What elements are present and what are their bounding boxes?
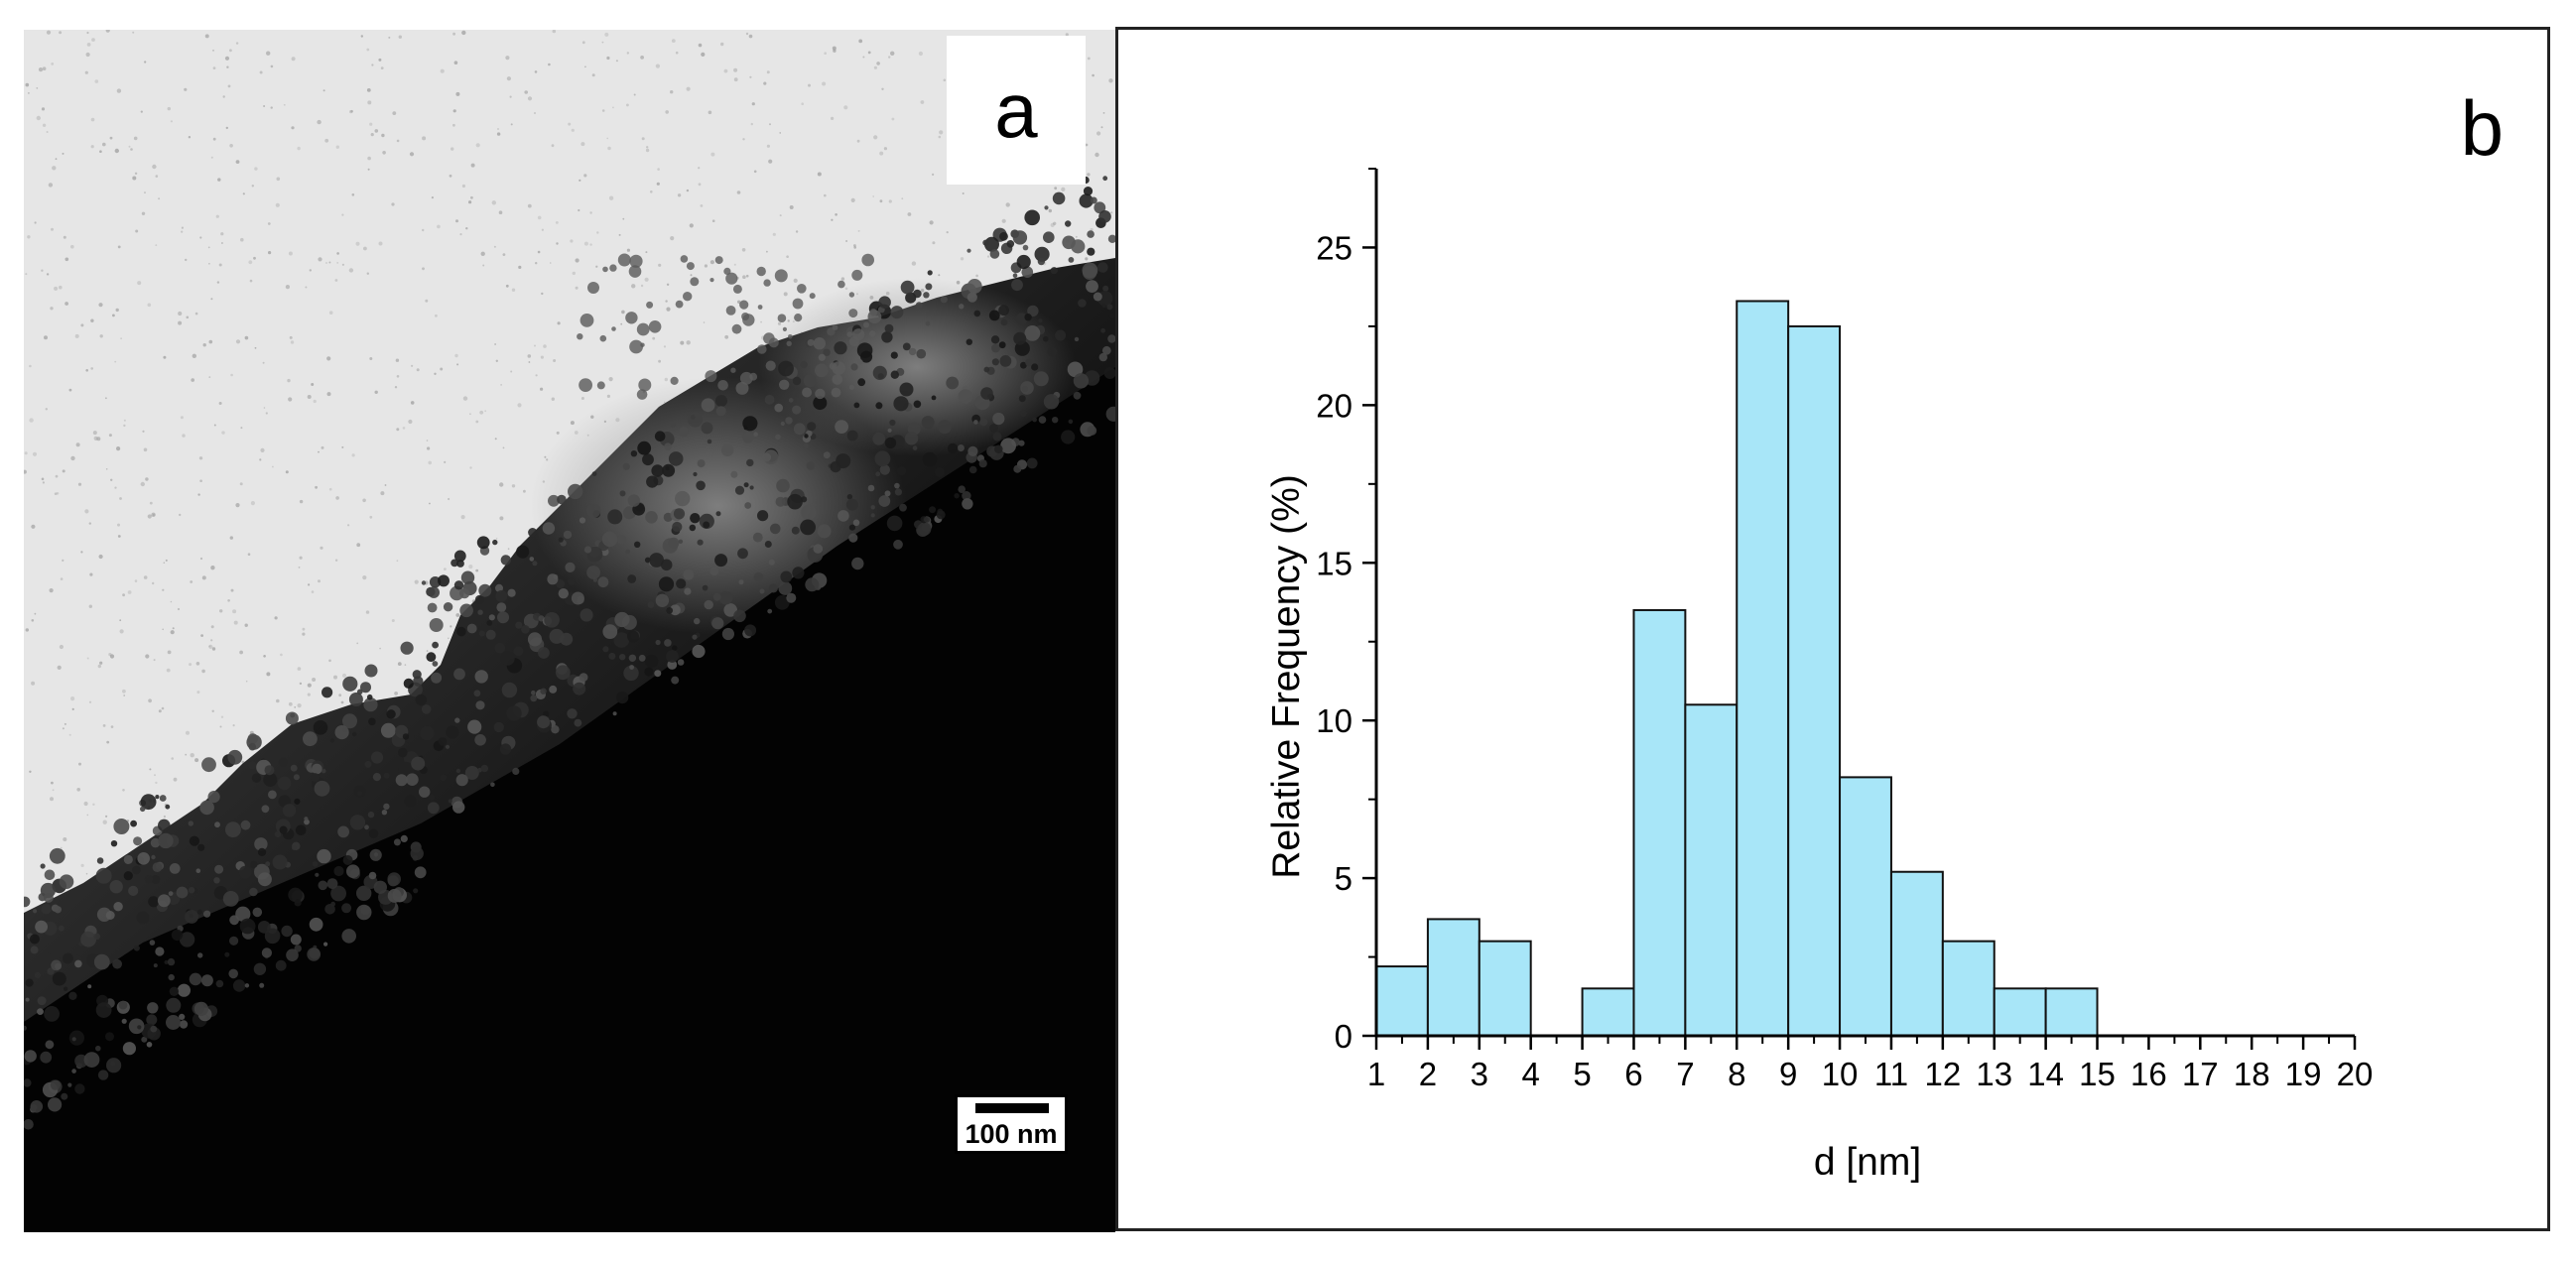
histogram-bar (1941, 940, 1996, 1037)
particle-haze (758, 278, 1076, 456)
x-tick-label: 8 (1728, 1056, 1745, 1092)
histogram-bar (1375, 965, 1429, 1038)
y-tick-label: 15 (1316, 545, 1352, 581)
histogram-bar (1581, 987, 1635, 1037)
x-tick-label: 2 (1419, 1056, 1437, 1092)
x-tick-label: 11 (1874, 1056, 1908, 1092)
histogram-bar (1478, 940, 1532, 1037)
histogram-bar (1787, 324, 1842, 1037)
x-tick-label: 12 (1924, 1056, 1961, 1092)
histogram-bar (1993, 987, 2047, 1037)
histogram-chart: 1 2 3 4 5 6 7 8 9 10 11 12 13 14 15 16 17 18 19 20 05101520… (1265, 168, 2374, 1184)
x-tick-label: 7 (1676, 1056, 1694, 1092)
x-tick-label: 5 (1573, 1056, 1591, 1092)
histogram-panel: 1 2 3 4 5 6 7 8 9 10 11 12 13 14 15 16 17 18 19 20 0 5 10 15 20… (1115, 27, 2550, 1231)
x-tick-label: 17 (2182, 1056, 2219, 1092)
x-tick-label: 14 (2027, 1056, 2064, 1092)
x-tick-label: 6 (1624, 1056, 1642, 1092)
histogram-bar (1889, 870, 1944, 1038)
x-tick-label: 1 (1367, 1056, 1385, 1092)
panel-a-label: a (994, 66, 1038, 154)
x-axis-label: d [nm] (1814, 1141, 1921, 1184)
y-axis-label: Relative Frequency (%) (1265, 474, 1308, 878)
y-tick-label: 20 (1316, 387, 1352, 424)
x-tick-label: 13 (1976, 1056, 2012, 1092)
x-axis-ticks: 1 2 3 4 5 6 7 8 9 10 11 12 13 14 15 16 17 18 19 20 (1367, 1036, 2374, 1092)
y-tick-label: 25 (1316, 229, 1352, 266)
histogram-bar (1426, 918, 1481, 1038)
histogram-bar (1632, 608, 1687, 1037)
x-tick-label: 9 (1779, 1056, 1797, 1092)
x-tick-label: 3 (1471, 1056, 1488, 1092)
dense-region (24, 367, 1115, 1232)
x-tick-label: 4 (1522, 1056, 1540, 1092)
y-tick-label: 10 (1316, 702, 1352, 739)
x-tick-label: 19 (2285, 1056, 2322, 1092)
histogram-bar (1684, 703, 1739, 1037)
histogram-bar (1839, 776, 1892, 1037)
panel-b-label: b (2460, 84, 2504, 172)
tem-micrograph (24, 30, 1115, 1232)
x-tick-label: 20 (2337, 1056, 2374, 1092)
histogram-bar (2044, 987, 2099, 1037)
x-tick-label: 10 (1822, 1056, 1859, 1092)
y-tick-label: 0 (1335, 1018, 1352, 1055)
x-tick-label: 18 (2234, 1056, 2270, 1092)
x-tick-label: 16 (2130, 1056, 2167, 1092)
histogram-bar (1736, 300, 1790, 1037)
scale-bar-label: 100 nm (965, 1119, 1058, 1149)
y-tick-label: 5 (1335, 860, 1352, 897)
scale-bar-line (975, 1103, 1049, 1113)
y-axis-ticks: 0 5 10 15 20 25 (1316, 168, 1376, 1055)
panel-a-label-box (947, 36, 1086, 185)
histogram-bars (1375, 300, 2099, 1038)
tem-image (24, 30, 1115, 1232)
nanoparticles (24, 176, 1115, 1130)
scale-bar: 100 nm (955, 1094, 1068, 1154)
x-tick-label: 15 (2079, 1056, 2116, 1092)
